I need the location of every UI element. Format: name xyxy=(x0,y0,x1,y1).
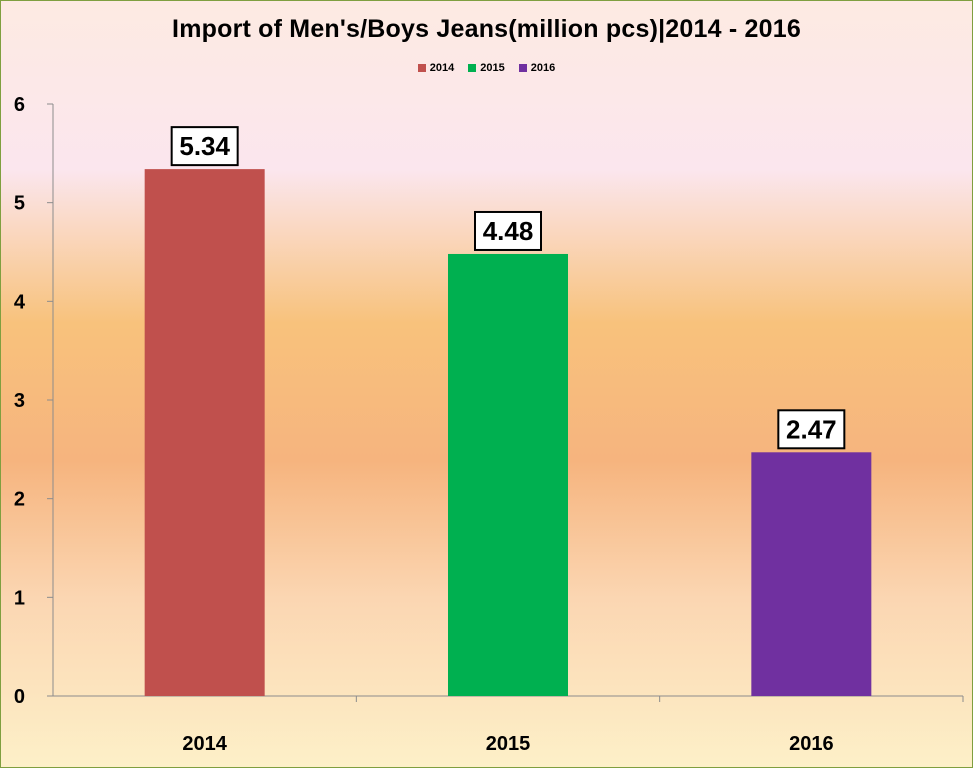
x-tick-label-2016: 2016 xyxy=(789,733,834,755)
legend-label-2015: 2015 xyxy=(480,62,505,74)
legend-item-2016: 2016 xyxy=(518,62,556,74)
data-label-box-2015 xyxy=(474,210,542,251)
bar-2015 xyxy=(448,253,568,696)
legend-swatch-2014 xyxy=(417,64,426,72)
chart-legend: 2014 2015 2016 xyxy=(1,62,972,74)
y-tick-label: 5 xyxy=(14,193,25,215)
y-tick-label: 6 xyxy=(14,94,25,116)
bar-2016 xyxy=(751,452,872,696)
legend-swatch-2015 xyxy=(468,64,477,72)
y-tick-label: 1 xyxy=(14,587,25,609)
y-tick-label: 4 xyxy=(14,291,26,313)
data-label-2014: 5.34 xyxy=(179,131,230,161)
y-tick-label: 3 xyxy=(14,390,25,412)
legend-item-2014: 2014 xyxy=(417,62,455,74)
x-tick-label-2014: 2014 xyxy=(182,733,227,755)
x-tick-label-2015: 2015 xyxy=(486,733,531,755)
legend-item-2015: 2015 xyxy=(468,62,505,74)
data-label-box-2014 xyxy=(170,126,239,167)
y-tick-label: 2 xyxy=(14,489,25,511)
data-label-2015: 4.48 xyxy=(483,216,534,246)
legend-swatch-2016 xyxy=(518,64,527,72)
chart-title: Import of Men's/Boys Jeans(million pcs)|… xyxy=(172,15,801,43)
y-tick-label: 0 xyxy=(14,686,25,708)
legend-label-2016: 2016 xyxy=(530,62,556,74)
legend-label-2014: 2014 xyxy=(429,62,455,74)
bar-2014 xyxy=(144,169,265,696)
data-label-box-2016 xyxy=(777,409,846,450)
data-label-2016: 2.47 xyxy=(786,414,837,444)
